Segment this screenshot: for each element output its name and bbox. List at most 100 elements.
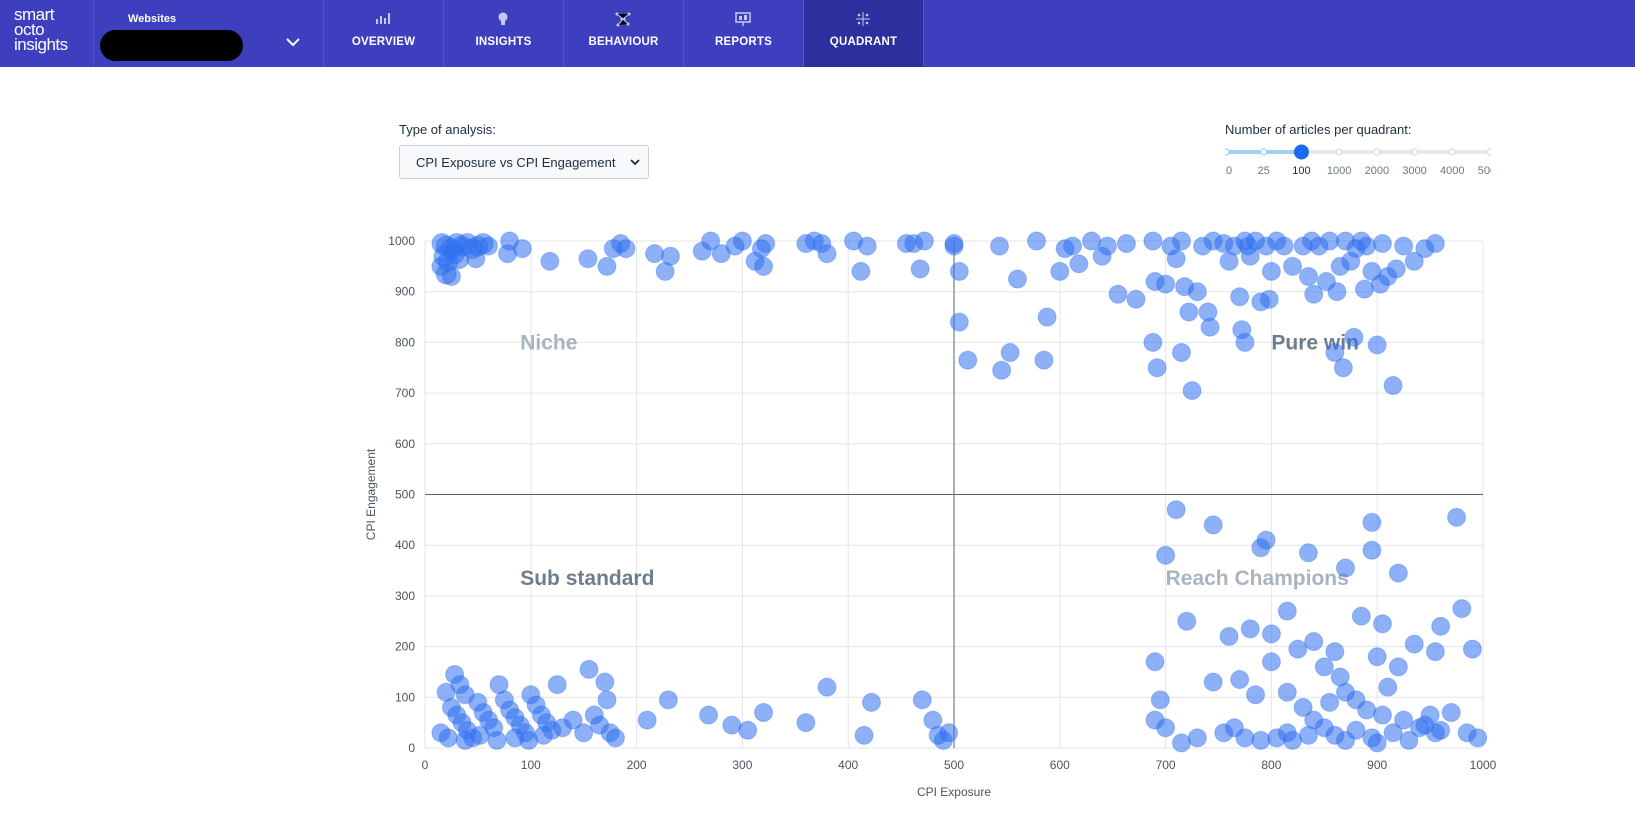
data-point <box>1447 507 1467 527</box>
data-point <box>1320 692 1340 712</box>
nav-quadrant-label: QUADRANT <box>829 36 898 48</box>
nav-divider <box>683 0 684 67</box>
data-point <box>1037 307 1057 327</box>
data-point <box>1097 236 1117 256</box>
data-point <box>1468 728 1488 748</box>
data-point <box>817 244 837 264</box>
data-point <box>1171 231 1191 251</box>
slider-option-label: 25 <box>1258 165 1270 177</box>
data-point <box>1007 269 1027 289</box>
slider-option-label: 2000 <box>1365 165 1389 177</box>
nav-divider <box>93 0 94 67</box>
data-point <box>1034 350 1054 370</box>
data-point <box>1386 259 1406 279</box>
data-point <box>597 256 617 276</box>
nav-divider <box>443 0 444 67</box>
data-point <box>1235 728 1255 748</box>
data-point <box>578 249 598 269</box>
y-tick-label: 800 <box>395 335 415 349</box>
data-point <box>1333 358 1353 378</box>
top-navigation-bar: smart octo insights Websites OVERVIEW IN… <box>0 0 1635 67</box>
articles-per-quadrant-slider[interactable]: 10 25 100 1000 2000 3000 4000 5000 <box>1225 144 1491 184</box>
nav-divider <box>923 0 924 67</box>
slider-mark <box>1335 148 1343 156</box>
data-point <box>1171 343 1191 363</box>
data-point <box>1261 624 1281 644</box>
data-point <box>1383 723 1403 743</box>
data-point <box>949 261 969 281</box>
nav-quadrant[interactable]: QUADRANT <box>804 0 923 67</box>
data-point <box>1126 289 1146 309</box>
data-point <box>1362 512 1382 532</box>
nav-overview[interactable]: OVERVIEW <box>324 0 443 67</box>
data-point <box>1187 282 1207 302</box>
data-point <box>912 690 932 710</box>
data-point <box>1431 616 1451 636</box>
data-point <box>1261 261 1281 281</box>
data-point <box>487 730 507 750</box>
data-point <box>1298 266 1318 286</box>
nav-behaviour[interactable]: BEHAVIOUR <box>564 0 683 67</box>
data-point <box>1357 236 1377 256</box>
data-point <box>1425 642 1445 662</box>
nav-behaviour-label: BEHAVIOUR <box>588 36 659 48</box>
data-point <box>1388 657 1408 677</box>
data-point <box>1179 302 1199 322</box>
data-point <box>441 266 461 286</box>
analysis-type-select[interactable]: CPI Exposure vs CPI Engagement <box>399 145 649 179</box>
nav-reports-label: REPORTS <box>715 36 772 48</box>
data-point <box>1203 672 1223 692</box>
data-point <box>1378 677 1398 697</box>
smartocto-logo[interactable]: smart octo insights <box>14 6 76 57</box>
logo-line-3: insights <box>14 35 68 54</box>
data-point <box>1182 381 1202 401</box>
y-tick-label: 700 <box>395 386 415 400</box>
data-point <box>1314 657 1334 677</box>
website-select[interactable] <box>100 30 243 61</box>
y-tick-label: 0 <box>408 741 415 755</box>
data-point <box>1277 682 1297 702</box>
articles-per-quadrant-label: Number of articles per quadrant: <box>1225 122 1412 137</box>
x-tick-label: 700 <box>1156 758 1176 772</box>
data-point <box>637 710 657 730</box>
data-point <box>645 244 665 264</box>
data-point <box>540 251 560 271</box>
data-point <box>910 259 930 279</box>
data-point <box>1166 249 1186 269</box>
data-point <box>1150 690 1170 710</box>
quadrant-label: Reach Champions <box>1166 567 1349 590</box>
data-point <box>470 725 490 745</box>
data-point <box>1187 728 1207 748</box>
x-tick-label: 800 <box>1261 758 1281 772</box>
data-point <box>1372 614 1392 634</box>
presentation-icon <box>735 12 751 26</box>
data-point <box>1404 251 1424 271</box>
y-tick-label: 200 <box>395 640 415 654</box>
data-point <box>1230 670 1250 690</box>
nav-reports[interactable]: REPORTS <box>684 0 803 67</box>
data-point <box>1404 634 1424 654</box>
data-point <box>579 659 599 679</box>
slider-option-label: 1000 <box>1327 165 1351 177</box>
data-point <box>1399 730 1419 750</box>
x-tick-label: 1000 <box>1470 758 1497 772</box>
data-point <box>1327 282 1347 302</box>
data-point <box>1357 700 1377 720</box>
slider-option-label: 5000 <box>1478 165 1491 177</box>
data-point <box>1145 652 1165 672</box>
slider-mark <box>1448 148 1456 156</box>
logo-line-2: octo <box>14 20 45 39</box>
nav-insights[interactable]: INSIGHTS <box>444 0 563 67</box>
x-tick-label: 600 <box>1050 758 1070 772</box>
data-point <box>699 705 719 725</box>
data-point <box>1441 703 1461 723</box>
slider-option-label: 3000 <box>1402 165 1426 177</box>
data-point <box>547 675 567 695</box>
data-point <box>1082 231 1102 251</box>
data-point <box>722 715 742 735</box>
chevron-down-icon[interactable] <box>284 33 302 51</box>
data-point <box>1256 530 1276 550</box>
data-point <box>738 720 758 740</box>
data-point <box>1283 730 1303 750</box>
